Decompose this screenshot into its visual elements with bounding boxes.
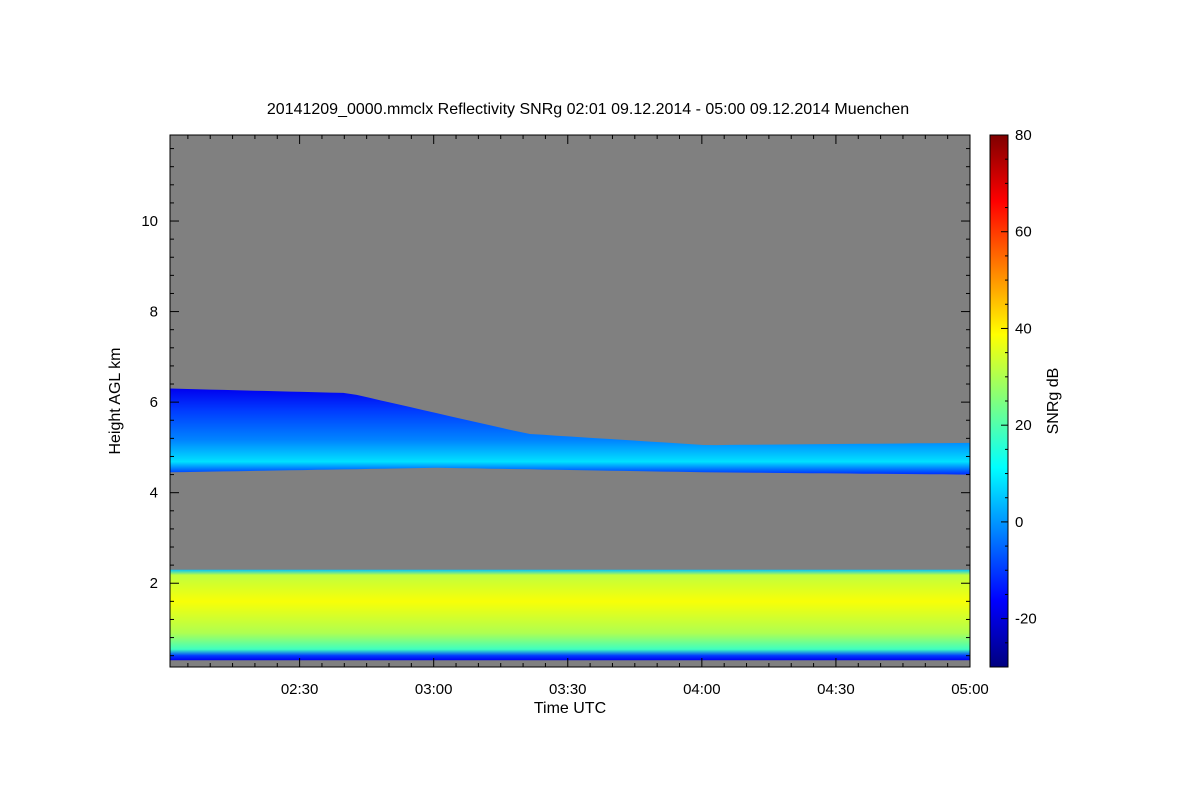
chart-title: 20141209_0000.mmclx Reflectivity SNRg 02… — [267, 101, 909, 118]
x-tick-label: 05:00 — [951, 681, 989, 698]
y-tick-label: 4 — [150, 485, 158, 502]
x-tick-label: 04:30 — [817, 681, 855, 698]
x-axis: 02:30 03:00 03:30 04:00 04:30 05:00 — [187, 135, 989, 698]
upper-cloud-layer — [170, 388, 970, 475]
colorbar: -20 0 20 40 60 80 — [989, 127, 1037, 668]
colorbar-tick-label: 80 — [1015, 127, 1032, 144]
colorbar-ticks: -20 0 20 40 60 80 — [1001, 127, 1037, 668]
x-tick-label: 04:00 — [683, 681, 721, 698]
y-tick-label: 10 — [141, 213, 158, 230]
colorbar-tick-label: 60 — [1015, 224, 1032, 241]
x-axis-label: Time UTC — [534, 700, 606, 717]
plot-frame — [169, 134, 971, 668]
y-tick-label: 6 — [150, 394, 158, 411]
lower-cloud-layer — [170, 569, 970, 661]
x-tick-label: 03:30 — [549, 681, 587, 698]
y-tick-label: 8 — [150, 304, 158, 321]
colorbar-tick-label: 0 — [1015, 514, 1023, 531]
cloud-layers — [170, 388, 970, 661]
colorbar-tick-label: 20 — [1015, 417, 1032, 434]
plot-area — [170, 135, 970, 667]
y-axis-label: Height AGL km — [107, 347, 124, 454]
colorbar-label: SNRg dB — [1045, 368, 1062, 435]
y-axis: 2 4 6 8 10 — [141, 148, 970, 657]
y-tick-label: 2 — [150, 575, 158, 592]
colorbar-tick-label: -20 — [1015, 611, 1037, 628]
x-tick-label: 02:30 — [281, 681, 319, 698]
colorbar-tick-label: 40 — [1015, 320, 1032, 337]
x-tick-label: 03:00 — [415, 681, 453, 698]
